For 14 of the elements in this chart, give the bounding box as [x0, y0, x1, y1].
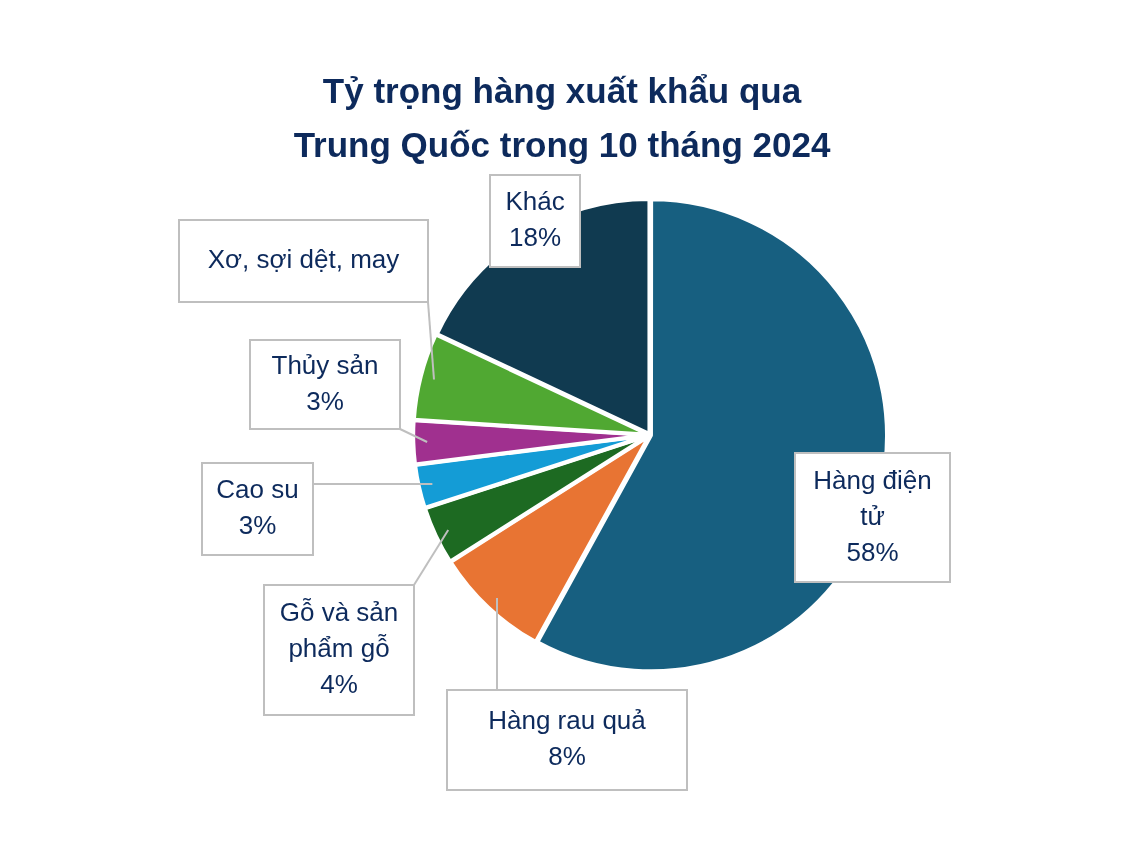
chart-title: Tỷ trọng hàng xuất khẩu qua Trung Quốc trong 10 tháng 2024 — [292, 70, 832, 166]
slice-label: Thủy sản — [271, 349, 379, 380]
slice-label: Xơ, sợi dệt, may — [207, 244, 400, 275]
data-label: 3% — [238, 510, 277, 541]
slice-label: Cao su — [216, 474, 299, 505]
slice-label: Khác — [505, 186, 565, 217]
slice-label: Hàng rau quả — [488, 705, 647, 736]
data-label: 18% — [508, 222, 562, 253]
data-label: 4% — [320, 669, 358, 700]
data-label: 3% — [306, 385, 344, 416]
data-label: 8% — [548, 741, 586, 772]
slice-label: Hàng điện tử — [813, 464, 932, 531]
slice-label: Gỗ và sản phẩm gỗ — [279, 597, 399, 664]
data-label: 58% — [846, 536, 899, 567]
